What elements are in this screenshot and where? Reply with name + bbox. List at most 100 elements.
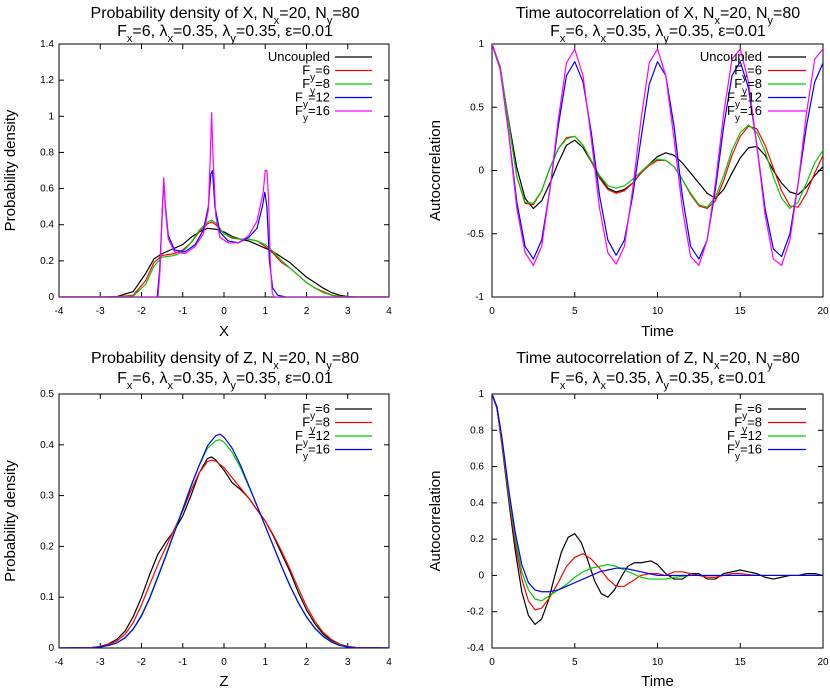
x-tick-label: 15: [735, 306, 747, 317]
plot-frame: [58, 393, 390, 649]
x-tick-label: 0: [221, 306, 227, 317]
legend-label: Fy=16: [295, 103, 330, 124]
x-tick-label: -4: [55, 306, 64, 317]
x-tick-label: -2: [137, 306, 146, 317]
y-tick-label: 0.4: [470, 498, 484, 509]
chart-title-line-2: Fx=6, λx=0.35, λy=0.35, ε=0.01: [117, 23, 333, 45]
legend-label: Fy=16: [727, 103, 762, 124]
chart-title-line-1: Probability density of X, Nx=20, Ny=80: [91, 5, 360, 27]
chart-title-line-1: Time autocorrelation of X, Nx=20, Ny=80: [516, 5, 800, 27]
y-tick-label: 0: [48, 292, 54, 303]
plot-frame: [58, 43, 390, 298]
x-tick-label: 0: [489, 306, 495, 317]
legend-label: Fy=8: [302, 415, 330, 436]
x-tick-label: 2: [304, 657, 310, 668]
y-tick-label: 0.2: [470, 534, 484, 545]
plot-frame: [491, 393, 824, 649]
y-tick-label: 0: [478, 166, 484, 177]
y-tick-label: 1: [48, 111, 54, 122]
x-tick-label: 0: [221, 657, 227, 668]
legend-label: Fy=8: [734, 76, 762, 97]
y-tick-label: 0.2: [40, 541, 54, 552]
series-line-fy-16: [492, 44, 823, 266]
chart-panel-4: Time autocorrelation of Z, Nx=20, Ny=80F…: [427, 350, 829, 690]
x-tick-label: -2: [137, 657, 146, 668]
legend-label: Fy=12: [295, 90, 330, 111]
legend-label: Fy=6: [734, 401, 762, 422]
legend-label: Fy=6: [302, 63, 330, 84]
x-axis-label: X: [219, 323, 229, 340]
x-tick-label: 4: [386, 306, 392, 317]
x-tick-label: 15: [735, 657, 747, 668]
x-tick-label: -4: [55, 657, 64, 668]
series-line-fy-16: [492, 394, 823, 593]
legend-label: Fy=6: [302, 401, 330, 422]
y-tick-label: -0.4: [467, 643, 485, 654]
chart-title-line-2: Fx=6, λx=0.35, λy=0.35, ε=0.01: [550, 23, 766, 45]
series-line-fy-8: [59, 459, 389, 648]
y-tick-label: -0.2: [467, 607, 485, 618]
series-line-fy-12: [492, 44, 823, 260]
y-tick-label: 0.4: [40, 440, 54, 451]
y-tick-label: 0.3: [40, 491, 54, 502]
x-tick-label: -1: [178, 306, 187, 317]
x-tick-label: 5: [572, 657, 578, 668]
x-tick-label: 20: [817, 657, 829, 668]
y-tick-label: 0: [478, 570, 484, 581]
legend-label: Fy=12: [727, 428, 762, 449]
chart-title-line-2: Fx=6, λx=0.35, λy=0.35, ε=0.01: [117, 370, 333, 392]
x-tick-label: 1: [262, 657, 268, 668]
y-axis-label: Probability density: [2, 460, 19, 582]
legend-label: Fy=12: [727, 90, 762, 111]
y-tick-label: 0: [48, 643, 54, 654]
chart-title-line-1: Time autocorrelation of Z, Nx=20, Ny=80: [516, 350, 800, 372]
x-tick-label: 0: [489, 657, 495, 668]
x-tick-label: 4: [386, 657, 392, 668]
legend-label: Fy=16: [727, 442, 762, 463]
x-tick-label: -3: [96, 306, 105, 317]
y-tick-label: -1: [475, 292, 484, 303]
series-line-fy-6: [492, 394, 823, 626]
x-tick-label: 20: [817, 306, 829, 317]
series-line-fy-8: [492, 44, 823, 210]
chart-title-line-1: Probability density of Z, Nx=20, Ny=80: [91, 350, 359, 372]
series-line-uncoupled: [59, 227, 389, 297]
legend-label: Uncoupled: [700, 49, 762, 64]
y-tick-label: 0.6: [40, 184, 54, 195]
legend-label: Fy=12: [295, 428, 330, 449]
legend-label: Uncoupled: [268, 49, 330, 64]
x-tick-label: 10: [652, 657, 664, 668]
y-tick-label: 1.2: [40, 75, 54, 86]
y-tick-label: 0.2: [40, 256, 54, 267]
x-tick-label: -1: [178, 657, 187, 668]
x-tick-label: 1: [262, 306, 268, 317]
y-tick-label: 0.6: [470, 462, 484, 473]
x-tick-label: -3: [96, 657, 105, 668]
y-axis-label: Autocorrelation: [427, 120, 444, 221]
x-axis-label: Z: [219, 673, 228, 688]
x-axis-label: Time: [641, 673, 674, 688]
x-tick-label: 5: [572, 306, 578, 317]
chart-panel-1: Probability density of X, Nx=20, Ny=80Fx…: [2, 5, 392, 340]
series-line-fy-16: [59, 112, 389, 297]
series-line-fy-6: [59, 456, 389, 648]
series-line-uncoupled: [492, 44, 823, 210]
legend-label: Fy=6: [734, 63, 762, 84]
chart-title-line-2: Fx=6, λx=0.35, λy=0.35, ε=0.01: [550, 370, 766, 392]
series-line-fy-16: [59, 433, 389, 648]
y-tick-label: 0.5: [40, 389, 54, 400]
y-tick-label: 0.5: [470, 102, 484, 113]
y-tick-label: 0.1: [40, 592, 54, 603]
y-tick-label: 1: [478, 39, 484, 50]
y-tick-label: 0.8: [40, 147, 54, 158]
y-tick-label: -0.5: [467, 229, 485, 240]
x-tick-label: 10: [652, 306, 664, 317]
y-axis-label: Probability density: [2, 109, 19, 231]
series-line-fy-12: [492, 394, 823, 602]
y-tick-label: 1: [478, 389, 484, 400]
series-line-fy-6: [492, 44, 823, 210]
